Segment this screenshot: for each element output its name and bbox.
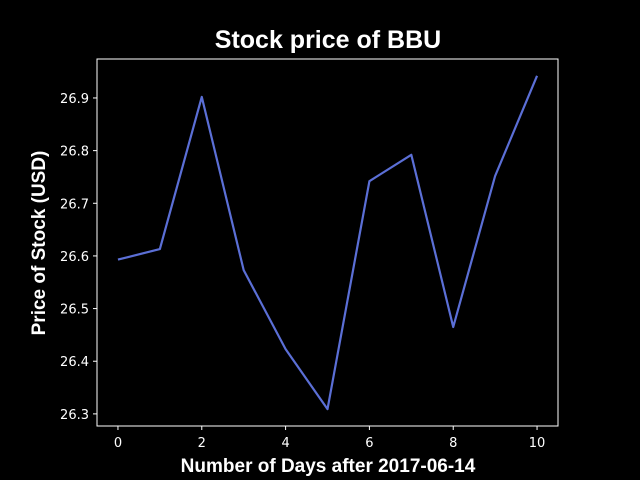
- price-line: [117, 75, 539, 411]
- x-tick-label: 0: [114, 436, 122, 451]
- y-tick-label: 26.8: [60, 145, 89, 160]
- y-tick-label: 26.4: [60, 355, 89, 370]
- y-tick-label: 26.9: [60, 92, 89, 107]
- x-tick-label: 2: [198, 436, 206, 451]
- y-tick-label: 26.7: [60, 197, 89, 212]
- y-axis-label: Price of Stock (USD): [29, 151, 50, 336]
- y-tick-label: 26.6: [60, 250, 89, 265]
- x-tick-label: 4: [281, 436, 289, 451]
- plot-frame: [96, 58, 559, 427]
- x-tick-label: 6: [365, 436, 373, 451]
- x-tick-label: 10: [529, 436, 546, 451]
- x-tick-label: 8: [449, 436, 457, 451]
- chart-title: Stock price of BBU: [215, 26, 441, 54]
- x-axis-label: Number of Days after 2017-06-14: [181, 456, 476, 477]
- y-tick-label: 26.5: [60, 303, 89, 318]
- y-axis: 26.3 26.4 26.5 26.6 26.7 26.8 26.9: [60, 92, 97, 423]
- y-tick-label: 26.3: [60, 408, 89, 423]
- x-axis: 0 2 4 6 8 10: [114, 426, 546, 451]
- plot-lines: [117, 75, 539, 411]
